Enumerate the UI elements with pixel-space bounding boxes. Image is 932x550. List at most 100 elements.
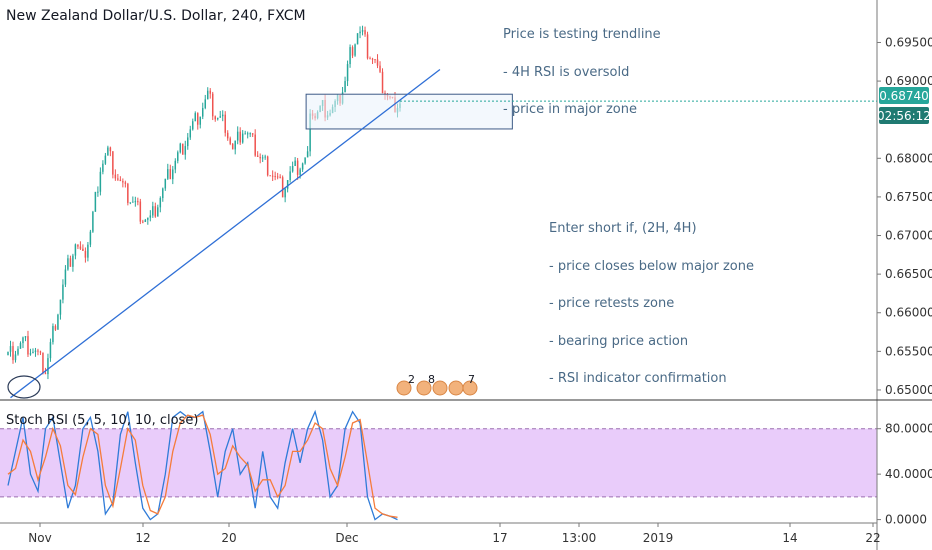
candle-body	[192, 121, 194, 130]
candle-body	[22, 337, 24, 344]
right-note-line: - RSI indicator confirmation	[549, 371, 727, 386]
candle-body	[219, 116, 221, 118]
candle-body	[187, 137, 189, 147]
candle-body	[102, 163, 104, 172]
price-tick-label: 0.65500	[885, 344, 932, 358]
candle-body	[79, 246, 82, 249]
time-tick-label: 20	[221, 531, 236, 545]
candle-body	[281, 177, 284, 198]
candle-body	[354, 44, 356, 56]
candle-body	[147, 217, 149, 220]
stoch-band	[0, 428, 877, 498]
candle-body	[299, 169, 301, 175]
candle-body	[154, 206, 157, 217]
candle-body	[104, 155, 107, 164]
candle-body	[62, 284, 64, 300]
time-tick-label: 17	[492, 531, 507, 545]
candle-body	[159, 198, 162, 208]
candle-body	[174, 160, 177, 170]
candle-body	[64, 269, 67, 285]
candle-body	[359, 31, 361, 34]
candle-body	[122, 181, 124, 183]
trendline[interactable]	[10, 68, 441, 399]
candle-body	[351, 47, 354, 56]
stoch-tick-label: 80.0000	[885, 422, 932, 436]
candle-body	[256, 155, 259, 157]
candle-body	[241, 133, 244, 143]
candle-body	[59, 299, 62, 315]
time-tick-label: Dec	[335, 531, 358, 545]
candle-body	[381, 71, 384, 94]
candle-body	[291, 166, 294, 172]
event-marker-icon	[396, 380, 412, 396]
price-tick-label: 0.68000	[885, 151, 932, 165]
candle-body	[177, 152, 179, 161]
candle-body	[57, 314, 59, 330]
candle-body	[114, 174, 117, 179]
candle-body	[37, 350, 39, 352]
candle-body	[179, 143, 182, 153]
candle-body	[44, 373, 47, 375]
candle-body	[286, 180, 289, 189]
time-tick-label: 14	[782, 531, 797, 545]
stoch-k-line	[7, 409, 398, 521]
event-marker-label: 7	[468, 373, 475, 386]
price-tick-label: 0.69000	[885, 74, 932, 88]
candle-body	[112, 151, 114, 175]
candle-body	[117, 178, 119, 180]
candle-body	[266, 156, 269, 176]
candle-body	[169, 169, 172, 180]
candle-body	[376, 59, 379, 66]
countdown-badge: 02:56:12	[877, 107, 931, 124]
candle-body	[9, 346, 12, 352]
last-price-badge: 0.68740	[879, 87, 929, 104]
candle-body	[14, 354, 17, 361]
candle-body	[149, 215, 152, 218]
candle-body	[289, 171, 291, 181]
candle-body	[92, 211, 94, 232]
price-tick-label: 0.67000	[885, 229, 932, 243]
right-note-line: - bearing price action	[549, 333, 689, 349]
candle-body	[109, 147, 112, 152]
candle-body	[19, 343, 22, 349]
top-note: Price is testing trendline - 4H RSI is o…	[503, 4, 661, 129]
candle-body	[361, 30, 364, 32]
candle-body	[239, 131, 241, 143]
candle-body	[49, 342, 52, 359]
major-zone[interactable]	[305, 93, 513, 130]
top-note-line: - 4H RSI is oversold	[503, 64, 630, 80]
candle-body	[12, 346, 14, 361]
candle-body	[231, 143, 234, 150]
candle-body	[52, 326, 54, 343]
candle-body	[69, 258, 72, 267]
time-tick-label: 13:00	[562, 531, 597, 545]
candle-body	[294, 160, 296, 167]
candle-body	[349, 47, 351, 65]
candle-body	[284, 188, 286, 198]
candle-body	[107, 147, 109, 156]
price-tick-label: 0.69500	[885, 35, 932, 49]
candle-body	[306, 151, 309, 158]
zone-rect[interactable]	[305, 93, 513, 130]
candle-body	[182, 143, 184, 155]
trendline-line[interactable]	[10, 68, 441, 399]
candle-body	[97, 191, 99, 193]
candle-body	[304, 157, 306, 164]
candle-body	[356, 33, 359, 45]
candle-body	[162, 188, 164, 199]
candle-body	[364, 30, 366, 35]
right-note-line: - price retests zone	[549, 296, 675, 311]
candle-body	[144, 219, 147, 223]
candle-body	[157, 207, 159, 217]
candle-body	[119, 179, 122, 182]
candle-body	[34, 350, 37, 352]
stoch-lines	[7, 409, 398, 521]
candle-body	[29, 353, 32, 355]
candle-body	[184, 146, 187, 155]
event-marker-label: 2	[408, 373, 415, 386]
candle-body	[276, 176, 279, 178]
candle-body	[32, 351, 34, 354]
candle-body	[167, 169, 169, 179]
